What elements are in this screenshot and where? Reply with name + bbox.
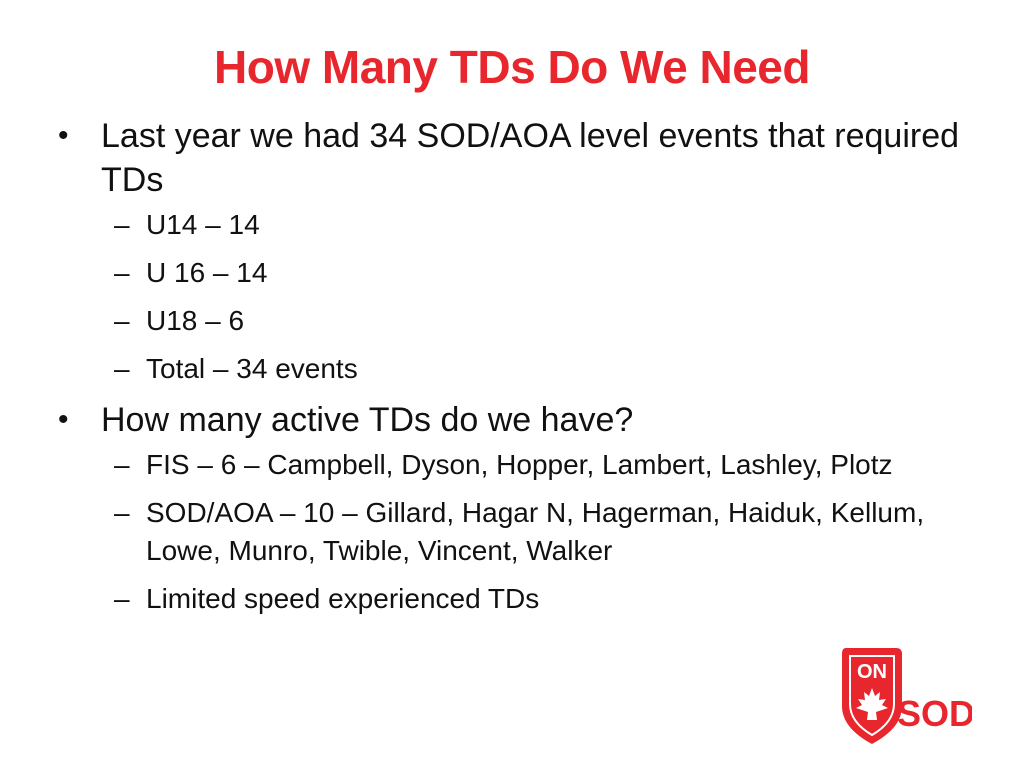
bullet-glyph: • xyxy=(58,403,69,436)
maple-leaf-icon xyxy=(856,688,888,720)
sub-item: – FIS – 6 – Campbell, Dyson, Hopper, Lam… xyxy=(56,446,976,484)
logo-bottom-text: SOD xyxy=(897,693,972,734)
slide-title: How Many TDs Do We Need xyxy=(214,41,810,93)
sub-item-text: U18 – 6 xyxy=(146,305,245,336)
dash-glyph: – xyxy=(114,305,130,336)
sub-item-text: Limited speed experienced TDs xyxy=(146,583,540,614)
dash-glyph: – xyxy=(114,257,130,288)
bullet-item: • Last year we had 34 SOD/AOA level even… xyxy=(56,114,976,202)
dash-glyph: – xyxy=(114,209,130,240)
sub-item: – U18 – 6 xyxy=(56,302,976,340)
sub-item-text: Total – 34 events xyxy=(146,353,358,384)
sub-item-text: U 16 – 14 xyxy=(146,257,268,288)
sub-item: – U 16 – 14 xyxy=(56,254,976,292)
on-sod-logo: ON SOD xyxy=(842,648,972,744)
sub-item-text: U14 – 14 xyxy=(146,209,260,240)
dash-glyph: – xyxy=(114,353,130,384)
sub-item-text: FIS – 6 – Campbell, Dyson, Hopper, Lambe… xyxy=(146,449,893,480)
bullet-glyph: • xyxy=(58,119,69,152)
bullet-text: Last year we had 34 SOD/AOA level events… xyxy=(101,117,960,199)
sub-item: – U14 – 14 xyxy=(56,206,976,244)
dash-glyph: – xyxy=(114,449,130,480)
sub-list: – FIS – 6 – Campbell, Dyson, Hopper, Lam… xyxy=(56,446,976,618)
bullet-text: How many active TDs do we have? xyxy=(101,401,634,439)
sub-item: – SOD/AOA – 10 – Gillard, Hagar N, Hager… xyxy=(56,494,976,570)
sub-item: – Total – 34 events xyxy=(56,350,976,388)
sub-item: – Limited speed experienced TDs xyxy=(56,580,976,618)
dash-glyph: – xyxy=(114,497,130,528)
sub-item-text: SOD/AOA – 10 – Gillard, Hagar N, Hagerma… xyxy=(146,497,925,566)
logo-top-text: ON xyxy=(857,661,887,683)
sub-list: – U14 – 14 – U 16 – 14 – U18 – 6 – Total… xyxy=(56,206,976,388)
bullet-item: • How many active TDs do we have? xyxy=(56,398,976,442)
dash-glyph: – xyxy=(114,583,130,614)
slide-body: • Last year we had 34 SOD/AOA level even… xyxy=(56,114,976,628)
